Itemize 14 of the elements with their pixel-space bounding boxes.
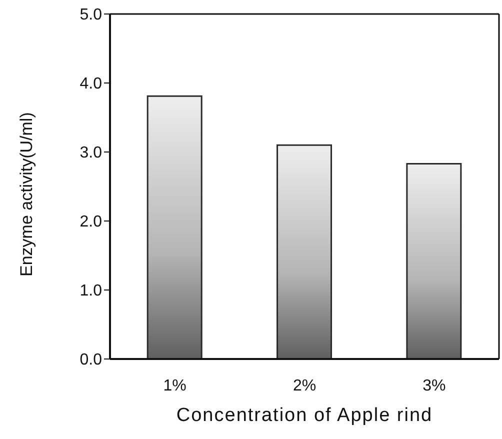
bar (406, 162, 462, 359)
y-tick-label: 1.0 (80, 282, 102, 300)
y-tick-label: 0.0 (80, 352, 102, 369)
y-tick-label: 4.0 (80, 76, 102, 93)
x-axis-title: Concentration of Apple rind (176, 405, 433, 426)
bar (146, 95, 202, 359)
x-tick-label: 1% (163, 377, 186, 394)
y-tick-label: 3.0 (80, 144, 102, 162)
y-axis-title: Enzyme activity(U/ml) (17, 112, 36, 276)
x-tick-label: 2% (292, 377, 316, 394)
x-tick-label: 3% (422, 377, 446, 394)
y-tick-label: 5.0 (80, 6, 102, 24)
y-tick-label: 2.0 (80, 214, 102, 231)
bar (276, 144, 332, 359)
